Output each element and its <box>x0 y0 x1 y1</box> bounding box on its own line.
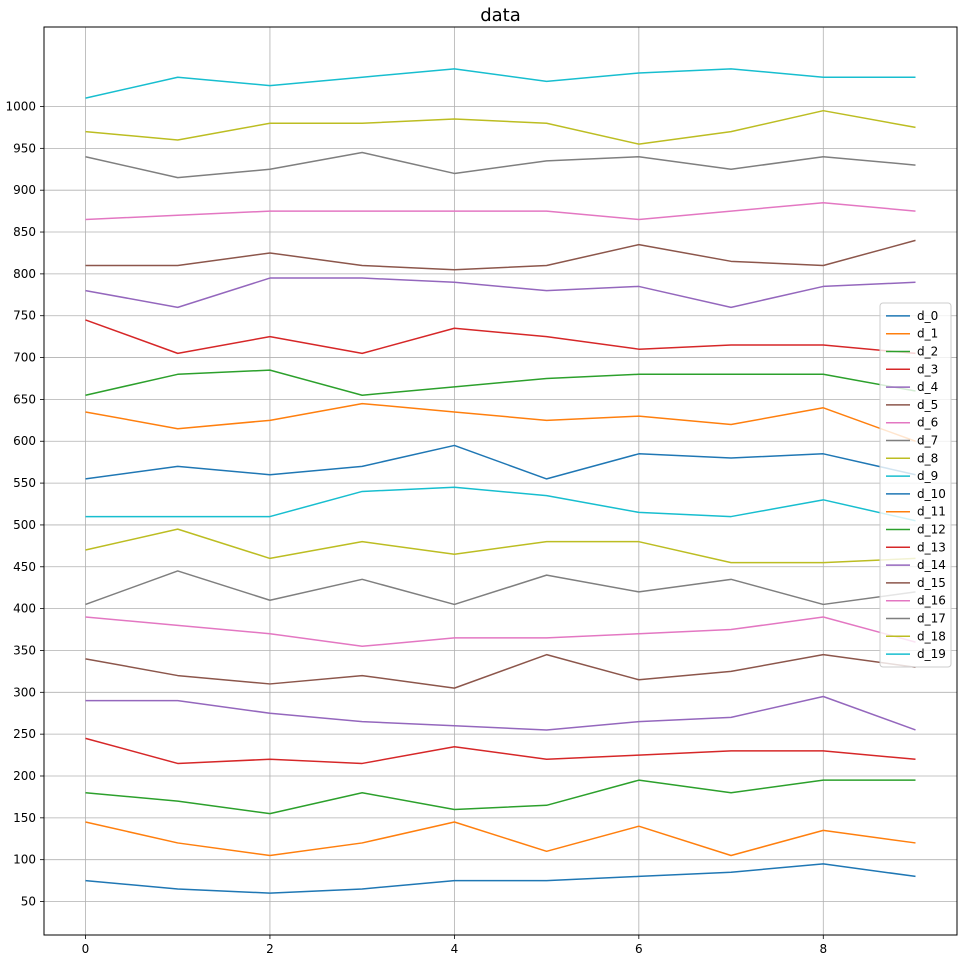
series-line-d-7 <box>85 570 916 606</box>
y-tick-label: 250 <box>13 727 36 741</box>
series-line-d-17 <box>85 151 916 179</box>
series-line-d-11 <box>85 402 916 442</box>
series-line-d-0 <box>85 863 916 894</box>
legend-label: d_15 <box>917 576 946 590</box>
chart-title: data <box>480 5 521 26</box>
legend-box <box>879 302 952 668</box>
x-tick-label: 2 <box>266 942 274 956</box>
series-line-d-8 <box>85 528 916 564</box>
legend: d_0 d_1 d_2 d_3 d_4 d_5 d_6 d_7 d_8 d_9 d_10 d_11 d_… <box>879 302 952 668</box>
x-tick-label: 4 <box>451 942 459 956</box>
grid-lines <box>44 27 957 935</box>
legend-label: d_13 <box>917 540 946 554</box>
y-tick-label: 500 <box>13 518 36 532</box>
x-tick-label: 6 <box>635 942 643 956</box>
legend-label: d_1 <box>917 327 938 341</box>
legend-label: d_17 <box>917 612 946 626</box>
series-line-d-10 <box>85 444 916 480</box>
y-tick-label: 850 <box>13 225 36 239</box>
y-tick-label: 750 <box>13 309 36 323</box>
legend-label: d_9 <box>917 469 938 483</box>
plot-frame <box>43 26 958 936</box>
legend-label: d_5 <box>917 398 938 412</box>
y-tick-label: 900 <box>13 183 36 197</box>
y-tick-label: 300 <box>13 685 36 699</box>
y-tick-label: 950 <box>13 141 36 155</box>
legend-label: d_8 <box>917 451 938 465</box>
series-line-d-4 <box>85 695 916 731</box>
series-line-d-9 <box>85 486 916 522</box>
y-tick-label: 550 <box>13 476 36 490</box>
legend-label: d_10 <box>917 487 946 501</box>
legend-label: d_4 <box>917 380 938 394</box>
x-tick-label: 0 <box>82 942 90 956</box>
y-tick-label: 350 <box>13 643 36 657</box>
series-lines <box>85 68 916 894</box>
legend-label: d_11 <box>917 505 946 519</box>
legend-label: d_12 <box>917 523 946 537</box>
legend-label: d_6 <box>917 416 938 430</box>
legend-label: d_14 <box>917 558 946 572</box>
y-tick-label: 400 <box>13 602 36 616</box>
series-line-d-14 <box>85 277 916 309</box>
y-tick-label: 100 <box>13 853 36 867</box>
legend-label: d_3 <box>917 362 938 376</box>
y-tick-label: 200 <box>13 769 36 783</box>
y-tick-label: 150 <box>13 811 36 825</box>
series-line-d-6 <box>85 616 916 648</box>
legend-label: d_0 <box>917 309 938 323</box>
series-line-d-2 <box>85 779 916 815</box>
legend-label: d_18 <box>917 629 946 643</box>
series-line-d-12 <box>85 369 916 396</box>
series-line-d-1 <box>85 821 916 857</box>
series-line-d-15 <box>85 239 916 271</box>
series-line-d-5 <box>85 653 916 689</box>
x-tick-label: 8 <box>819 942 827 956</box>
series-line-d-18 <box>85 109 916 145</box>
series-line-d-3 <box>85 737 916 765</box>
y-tick-label: 50 <box>21 895 36 909</box>
y-tick-label: 700 <box>13 351 36 365</box>
y-tick-label: 600 <box>13 434 36 448</box>
series-line-d-13 <box>85 319 916 355</box>
axis-ticks: 0 2 4 6 850100150200250300350400450500550600… <box>5 100 827 956</box>
legend-label: d_19 <box>917 647 946 661</box>
legend-label: d_7 <box>917 434 938 448</box>
y-tick-label: 650 <box>13 392 36 406</box>
series-line-d-16 <box>85 201 916 221</box>
legend-label: d_16 <box>917 594 946 608</box>
series-line-d-19 <box>85 68 916 99</box>
legend-label: d_2 <box>917 345 938 359</box>
y-tick-label: 1000 <box>5 100 36 114</box>
y-tick-label: 450 <box>13 560 36 574</box>
y-tick-label: 800 <box>13 267 36 281</box>
